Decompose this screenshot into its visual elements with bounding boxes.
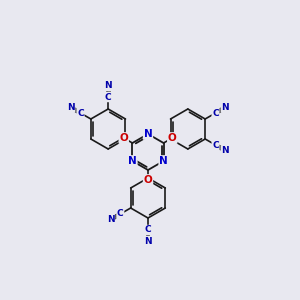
Text: C: C (117, 209, 124, 218)
Text: N: N (104, 82, 112, 91)
Text: O: O (144, 175, 152, 185)
Text: C: C (77, 109, 84, 118)
Text: N: N (107, 215, 115, 224)
Text: N: N (128, 156, 137, 166)
Text: C: C (212, 109, 219, 118)
Text: N: N (144, 129, 152, 139)
Text: C: C (212, 140, 219, 149)
Text: N: N (144, 236, 152, 245)
Text: C: C (145, 226, 151, 235)
Text: N: N (221, 103, 229, 112)
Text: N: N (221, 146, 229, 155)
Text: O: O (119, 133, 128, 143)
Text: N: N (67, 103, 75, 112)
Text: N: N (159, 156, 168, 166)
Text: O: O (168, 133, 177, 143)
Text: C: C (105, 92, 112, 101)
